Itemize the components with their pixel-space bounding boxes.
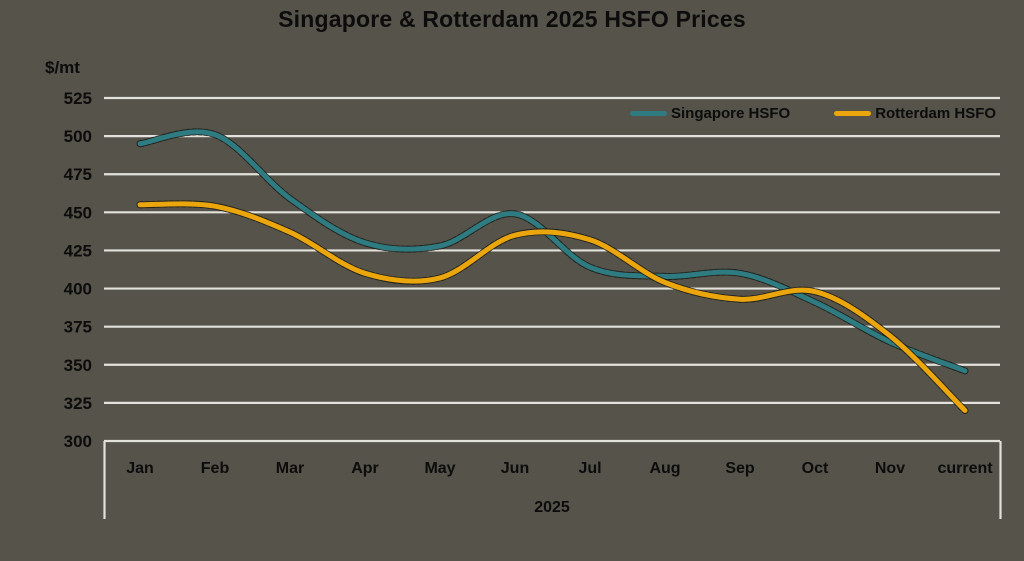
rotterdam-hsfo-line-outline <box>136 200 969 414</box>
y-axis-tick-label: 375 <box>64 318 92 337</box>
legend-item-singapore: Singapore HSFO <box>630 105 790 122</box>
y-axis-tick-label: 400 <box>64 280 92 299</box>
x-axis-tick-label: Aug <box>649 460 680 477</box>
x-axis-group-label: 2025 <box>534 499 570 516</box>
y-axis-tick-label: 425 <box>64 241 92 260</box>
singapore-line-swatch-icon <box>630 110 667 116</box>
x-axis-tick-label: Apr <box>351 460 379 477</box>
y-axis-tick-label: 325 <box>64 394 92 413</box>
legend-label: Rotterdam HSFO <box>875 104 997 122</box>
x-axis-tick-label: Jun <box>501 460 529 477</box>
x-axis-tick-label: current <box>937 460 993 477</box>
x-axis-tick-label: Jul <box>578 460 601 477</box>
legend-label: Singapore HSFO <box>671 104 791 122</box>
y-axis-tick-label: 350 <box>64 356 92 375</box>
y-axis-tick-label: 450 <box>64 203 92 222</box>
x-axis-tick-label: May <box>424 460 455 477</box>
x-axis-tick-label: Mar <box>276 460 304 477</box>
rotterdam-line-swatch-icon <box>834 110 872 116</box>
y-axis-tick-label: 475 <box>64 165 92 184</box>
x-axis-tick-label: Oct <box>802 460 829 477</box>
x-axis-tick-label: Feb <box>201 460 230 477</box>
chart-title: Singapore & Rotterdam 2025 HSFO Prices <box>278 6 746 32</box>
x-axis-tick-label: Nov <box>875 460 905 477</box>
y-axis-tick-label: 500 <box>64 127 92 146</box>
x-axis-tick-label: Jan <box>126 460 154 477</box>
y-axis-tick-label: 525 <box>64 89 92 108</box>
y-axis-unit-label: $/mt <box>45 58 80 77</box>
legend-item-rotterdam: Rotterdam HSFO <box>834 105 996 122</box>
x-axis-tick-label: Sep <box>725 460 755 477</box>
chart-legend: Singapore HSFO Rotterdam HSFO <box>630 103 1005 123</box>
y-axis-tick-label: 300 <box>64 432 92 451</box>
rotterdam-hsfo-line <box>137 201 968 413</box>
